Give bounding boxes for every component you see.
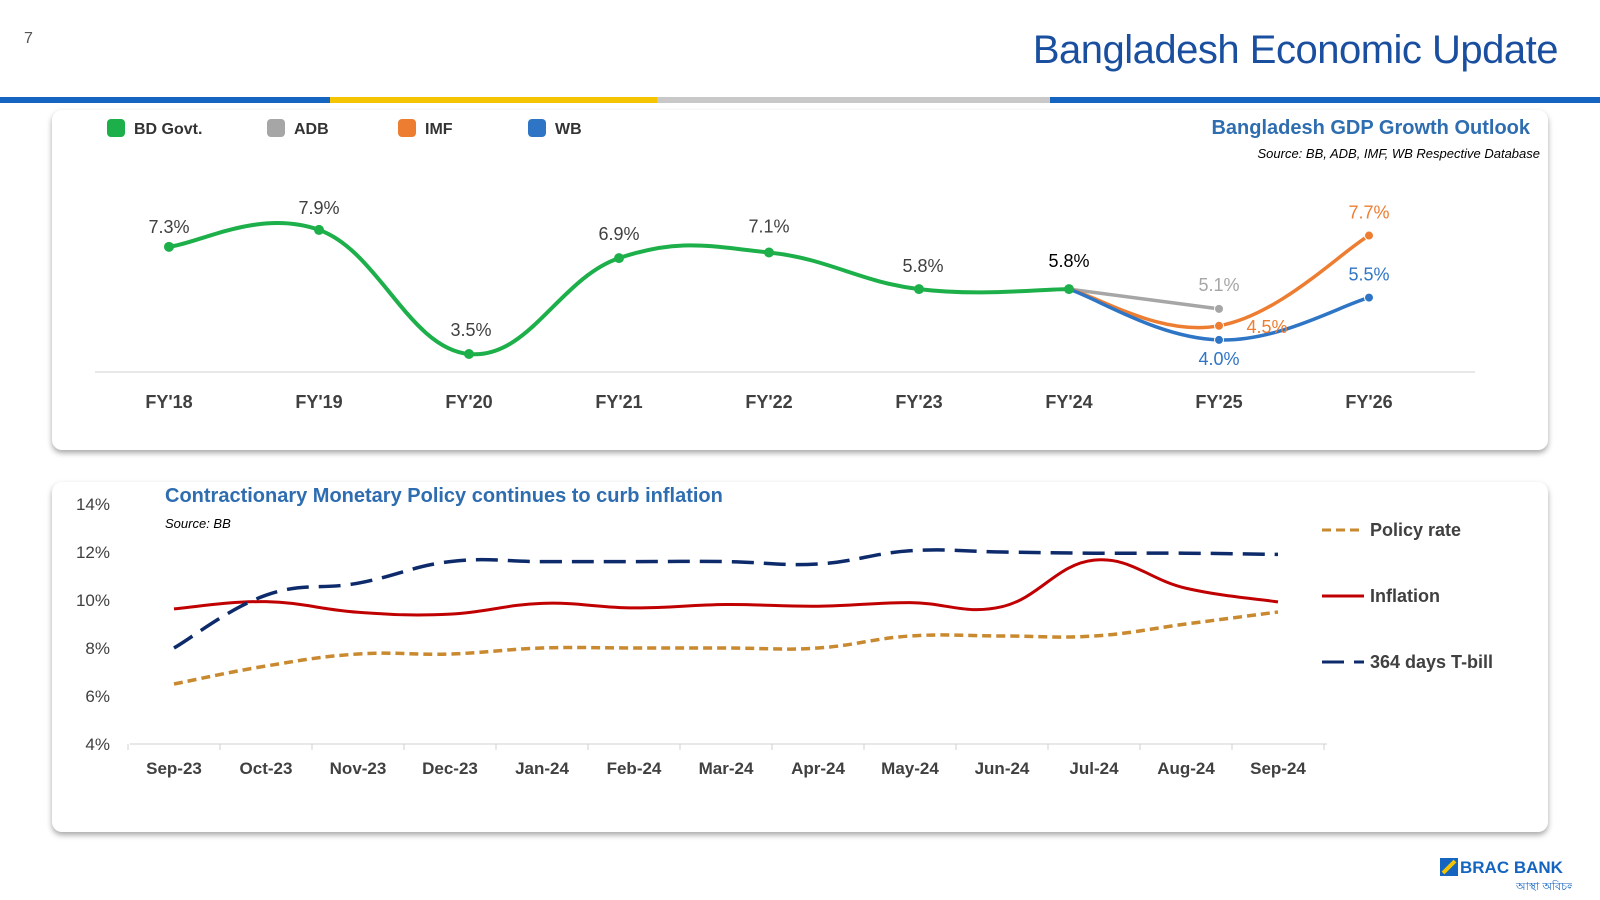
inflation-lines xyxy=(173,548,1279,686)
gdp-legend: BD Govt. ADB IMF WB xyxy=(107,119,582,138)
x-tick-jul-24: Jul-24 xyxy=(1069,759,1119,778)
legend-swatch-wb xyxy=(528,119,546,137)
divider-segment-yellow xyxy=(330,97,657,103)
legend-swatch-imf xyxy=(398,119,416,137)
x-tick-oct-23: Oct-23 xyxy=(240,759,293,778)
y-tick-10: 10% xyxy=(76,591,110,610)
monetary-policy-chart: Contractionary Monetary Policy continues… xyxy=(76,485,1493,778)
x-tick-fy-20: FY'20 xyxy=(445,392,492,412)
legend-label-inflation: Inflation xyxy=(1370,586,1440,606)
inflation-chart-title: Contractionary Monetary Policy continues… xyxy=(165,485,723,507)
point-bd-govt-fy-21 xyxy=(614,253,624,264)
point-bd-govt-fy-19 xyxy=(314,224,324,235)
point-adb-fy-25 xyxy=(1214,303,1224,314)
x-tick-sep-24: Sep-24 xyxy=(1250,759,1306,778)
legend-label-policy-rate: Policy rate xyxy=(1370,520,1461,540)
data-label-bd-govt-fy-24: 5.8% xyxy=(1048,251,1089,271)
x-tick-fy-22: FY'22 xyxy=(745,392,792,412)
data-label-imf-fy-26: 7.7% xyxy=(1348,203,1389,223)
y-tick-14: 14% xyxy=(76,495,110,514)
point-bd-govt-fy-23 xyxy=(914,284,924,295)
x-tick-fy-21: FY'21 xyxy=(595,392,642,412)
data-label-bd-govt-fy-19: 7.9% xyxy=(298,198,339,218)
logo-tagline: আস্থা অবিচল xyxy=(1515,880,1572,893)
slide-title: Bangladesh Economic Update xyxy=(1032,28,1559,72)
gdp-chart-source: Source: BB, ADB, IMF, WB Respective Data… xyxy=(1257,146,1540,161)
inflation-chart-card: Contractionary Monetary Policy continues… xyxy=(52,482,1548,832)
logo-wordmark: BRAC BANK xyxy=(1460,858,1564,877)
data-label-imf-fy-25: 4.5% xyxy=(1246,317,1287,337)
y-tick-4: 4% xyxy=(85,735,110,754)
legend-swatch-bd-govt xyxy=(107,119,125,137)
x-tick-aug-24: Aug-24 xyxy=(1157,759,1215,778)
data-label-bd-govt-fy-20: 3.5% xyxy=(450,320,491,340)
y-tick-12: 12% xyxy=(76,543,110,562)
y-tick-6: 6% xyxy=(85,687,110,706)
page-number: 7 xyxy=(24,30,33,47)
x-tick-mar-24: Mar-24 xyxy=(699,759,754,778)
point-imf-fy-25 xyxy=(1214,320,1224,331)
data-label-adb-fy-25: 5.1% xyxy=(1198,275,1239,295)
header-divider xyxy=(0,97,1600,103)
divider-segment-gray xyxy=(657,97,1050,103)
point-imf-fy-26 xyxy=(1364,230,1374,241)
legend-label-imf: IMF xyxy=(425,121,453,138)
data-label-wb-fy-26: 5.5% xyxy=(1348,265,1389,285)
x-tick-feb-24: Feb-24 xyxy=(607,759,662,778)
point-wb-fy-26 xyxy=(1364,292,1374,303)
x-tick-jan-24: Jan-24 xyxy=(515,759,569,778)
gdp-chart-card: Bangladesh GDP Growth Outlook Source: BB… xyxy=(52,110,1548,450)
legend-label-364-days-t-bill: 364 days T-bill xyxy=(1370,652,1493,672)
legend-label-adb: ADB xyxy=(294,121,329,138)
gdp-points xyxy=(164,224,1374,359)
gdp-lines xyxy=(167,221,1371,357)
point-bd-govt-fy-20 xyxy=(464,349,474,359)
point-bd-govt-fy-18 xyxy=(164,241,174,252)
x-tick-fy-23: FY'23 xyxy=(895,392,942,412)
data-label-wb-fy-25: 4.0% xyxy=(1198,349,1239,369)
data-label-bd-govt-fy-18: 7.3% xyxy=(148,217,189,237)
x-tick-fy-19: FY'19 xyxy=(295,392,342,412)
data-label-bd-govt-fy-22: 7.1% xyxy=(748,216,789,236)
x-tick-fy-25: FY'25 xyxy=(1195,392,1242,412)
data-label-bd-govt-fy-23: 5.8% xyxy=(902,256,943,276)
x-tick-sep-23: Sep-23 xyxy=(146,759,202,778)
x-tick-jun-24: Jun-24 xyxy=(975,759,1030,778)
x-tick-apr-24: Apr-24 xyxy=(791,759,845,778)
y-tick-8: 8% xyxy=(85,639,110,658)
line-policy-rate xyxy=(173,610,1279,686)
x-tick-dec-23: Dec-23 xyxy=(422,759,478,778)
legend-label-bd-govt: BD Govt. xyxy=(134,121,202,138)
gdp-chart-title: Bangladesh GDP Growth Outlook xyxy=(1211,117,1530,139)
divider-segment-blue xyxy=(0,97,330,103)
line-adb xyxy=(1067,287,1221,311)
brac-bank-logo: BRAC BANK আস্থা অবিচল xyxy=(1440,858,1572,893)
inflation-x-axis-ticks: Sep-23 Oct-23 Nov-23 Dec-23 Jan-24 Feb-24 Mar-… xyxy=(127,744,1325,778)
inflation-y-axis-ticks: 4% 6% 8% 10% 12% 14% xyxy=(76,495,110,754)
x-tick-nov-23: Nov-23 xyxy=(330,759,387,778)
point-bd-govt-fy-24 xyxy=(1064,284,1074,295)
gdp-x-axis-ticks: FY'18 FY'19 FY'20 FY'21 FY'22 FY'23 FY'24 FY'25… xyxy=(145,392,1392,412)
x-tick-fy-26: FY'26 xyxy=(1345,392,1392,412)
gdp-growth-chart: Bangladesh GDP Growth Outlook Source: BB… xyxy=(95,117,1540,412)
x-tick-fy-18: FY'18 xyxy=(145,392,192,412)
inflation-chart-source: Source: BB xyxy=(165,516,231,531)
inflation-legend: Policy rate Inflation 364 days T-bill xyxy=(1322,520,1493,672)
point-wb-fy-25 xyxy=(1214,334,1224,345)
gdp-data-labels: 7.3% 7.9% 3.5% 6.9% 7.1% 5.8% 5.8% 5.1% 4.5% 4.0%… xyxy=(148,198,1389,369)
data-label-bd-govt-fy-21: 6.9% xyxy=(598,224,639,244)
legend-swatch-adb xyxy=(267,119,285,137)
point-bd-govt-fy-22 xyxy=(764,247,774,258)
divider-segment-blue-2 xyxy=(1050,97,1600,103)
line-364-days-t-bill xyxy=(173,548,1279,650)
x-tick-fy-24: FY'24 xyxy=(1045,392,1092,412)
x-tick-may-24: May-24 xyxy=(881,759,939,778)
legend-label-wb: WB xyxy=(555,121,582,138)
line-inflation xyxy=(173,558,1279,617)
